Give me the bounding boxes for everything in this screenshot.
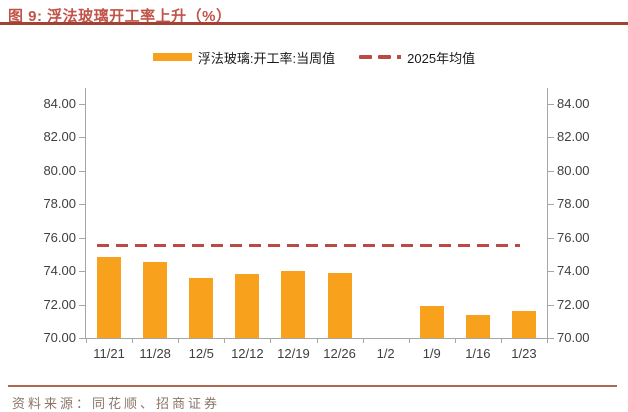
bar-11/28 xyxy=(143,262,168,338)
x-tick-label: 12/5 xyxy=(188,346,214,361)
y-axis-left xyxy=(85,88,86,338)
bar-12/19 xyxy=(281,271,306,338)
y-tick-left xyxy=(79,170,85,172)
x-tick-label: 12/12 xyxy=(231,346,264,361)
y-tick-label-left: 80.00 xyxy=(43,162,76,178)
y-tick-label-right: 74.00 xyxy=(557,263,590,279)
x-axis xyxy=(85,338,548,339)
y-tick-label-right: 80.00 xyxy=(557,162,590,178)
y-tick-right xyxy=(548,170,554,172)
y-tick-left xyxy=(79,271,85,273)
y-tick-label-right: 82.00 xyxy=(557,129,590,145)
y-tick-left xyxy=(79,338,85,339)
x-tick xyxy=(270,339,272,343)
y-axis-right xyxy=(547,88,548,338)
dash-segment-icon xyxy=(359,55,373,59)
legend-line-label: 2025年均值 xyxy=(407,50,476,66)
y-tick-left xyxy=(79,304,85,306)
y-tick-label-left: 76.00 xyxy=(43,229,76,245)
y-tick-left xyxy=(79,204,85,206)
x-tick xyxy=(362,339,364,343)
y-tick-right xyxy=(548,304,554,306)
y-tick-right xyxy=(548,104,554,105)
figure-title: 图 9: 浮法玻璃开工率上升（%） xyxy=(8,8,232,25)
y-tick-label-left: 74.00 xyxy=(43,263,76,279)
y-tick-label-right: 70.00 xyxy=(557,330,590,345)
legend-bar-label: 浮法玻璃:开工率:当周值 xyxy=(197,50,336,66)
x-tick xyxy=(454,339,456,343)
y-tick-left xyxy=(79,137,85,139)
y-tick-right xyxy=(548,338,554,339)
x-tick xyxy=(86,339,87,343)
y-tick-left xyxy=(79,237,85,239)
bar-12/26 xyxy=(327,272,352,338)
x-tick-label: 11/21 xyxy=(93,346,125,361)
bar-1/16 xyxy=(465,315,490,338)
x-tick xyxy=(500,339,502,343)
legend-item-mean-line: 2025年均值 xyxy=(359,48,475,67)
y-tick-left xyxy=(79,104,85,105)
bar-series-swatch-icon xyxy=(152,53,192,61)
y-tick-label-right: 78.00 xyxy=(557,196,590,212)
y-tick-label-right: 76.00 xyxy=(557,229,590,245)
x-tick xyxy=(408,339,410,343)
y-tick-right xyxy=(548,204,554,206)
y-tick-label-left: 82.00 xyxy=(43,129,76,145)
chart-legend: 浮法玻璃:开工率:当周值 2025年均值 xyxy=(0,48,628,66)
x-tick-label: 1/16 xyxy=(465,346,491,361)
footer-rule xyxy=(8,385,617,387)
y-tick-right xyxy=(548,137,554,139)
legend-item-bar: 浮法玻璃:开工率:当周值 xyxy=(152,48,336,67)
source-note: 资料来源：同花顺、招商证券 xyxy=(12,396,221,411)
y-tick-label-right: 72.00 xyxy=(557,296,590,312)
y-tick-right xyxy=(548,271,554,273)
x-tick-label: 1/9 xyxy=(422,346,441,361)
x-tick-label: 12/19 xyxy=(277,346,310,361)
dashed-line-swatch-icon xyxy=(359,55,402,59)
dot-segment-icon xyxy=(397,55,402,59)
bar-1/23 xyxy=(511,311,536,338)
bar-1/9 xyxy=(419,306,444,338)
title-underline xyxy=(0,22,628,25)
y-tick-label-left: 78.00 xyxy=(43,196,76,212)
x-tick xyxy=(178,339,180,343)
y-tick-label-left: 70.00 xyxy=(43,330,76,345)
bar-12/12 xyxy=(235,273,260,338)
y-tick-right xyxy=(548,237,554,239)
mean-line xyxy=(97,244,520,248)
x-tick-label: 12/26 xyxy=(323,346,356,361)
bar-12/5 xyxy=(189,277,214,338)
x-tick xyxy=(316,339,318,343)
x-tick-label: 1/23 xyxy=(511,346,537,361)
y-tick-label-right: 84.00 xyxy=(557,96,590,111)
y-tick-label-left: 84.00 xyxy=(43,96,76,111)
x-tick xyxy=(132,339,134,343)
bar-11/21 xyxy=(97,256,122,338)
x-tick xyxy=(224,339,226,343)
x-tick-label: 1/2 xyxy=(376,346,395,361)
y-tick-label-left: 72.00 xyxy=(43,296,76,312)
x-tick xyxy=(547,339,548,343)
x-tick-label: 11/28 xyxy=(139,346,171,361)
dash-segment-icon xyxy=(378,55,392,59)
